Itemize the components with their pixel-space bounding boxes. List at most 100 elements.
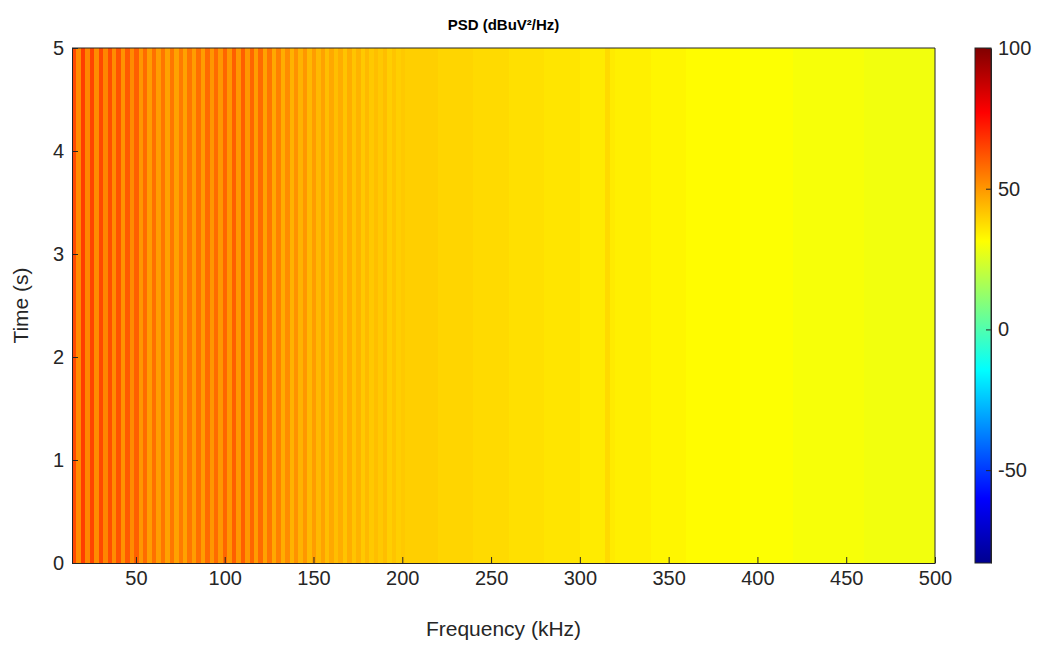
cell [456,48,474,563]
tick-label: 200 [386,567,419,589]
cell [686,48,704,563]
cell [276,48,281,563]
cell [312,48,317,563]
tick-label: 50 [998,178,1020,200]
tick: 100 [209,557,242,589]
cell [321,48,326,563]
chart: 50100150200250300350400450500012345PSD (… [0,0,1046,656]
cell [272,48,277,563]
tick-mark [986,329,991,330]
tick-mark [72,460,78,461]
cell [76,48,81,563]
cell [793,48,811,563]
cell [633,48,651,563]
tick-mark [580,557,581,563]
cell [598,48,606,563]
cell [347,48,352,563]
cell [352,48,357,563]
cell [369,48,374,563]
tick-label: 50 [125,567,147,589]
cell [99,48,104,563]
cell [396,48,401,563]
cell [361,48,366,563]
cell [90,48,95,563]
cell [740,48,758,563]
tick-mark [72,357,78,358]
y-axis-title: Time (s) [9,267,32,343]
cell [334,48,339,563]
tick-label: 3 [53,243,64,265]
cell [258,48,263,563]
cell [343,48,348,563]
tick: 450 [830,557,863,589]
cell [651,48,669,563]
tick: -50 [986,459,1027,481]
tick-label: 0 [53,552,64,574]
cell [161,48,166,563]
cell [85,48,90,563]
cell [223,48,228,563]
tick-mark [402,557,403,563]
cell [329,48,334,563]
tick-label: 1 [53,449,64,471]
frame [935,48,936,563]
cell [544,48,562,563]
cell [263,48,268,563]
cell [245,48,250,563]
cell [828,48,846,563]
cell [183,48,188,563]
tick: 150 [297,557,330,589]
cell [704,48,722,563]
cell [401,48,406,563]
tick-mark [986,189,991,190]
tick-label: 2 [53,346,64,368]
tick: 3 [53,243,78,265]
tick: 350 [652,557,685,589]
tick: 100 [986,37,1031,59]
tick-label: 450 [830,567,863,589]
x-axis: 50100150200250300350400450500 [73,557,953,589]
cell [179,48,184,563]
cell [192,48,197,563]
cell [165,48,170,563]
cell [156,48,161,563]
cell [392,48,397,563]
cell [438,48,456,563]
cell [103,48,108,563]
frame [72,48,935,49]
cell [899,48,917,563]
colorbar-axis: -50050100 [986,37,1031,564]
cell [201,48,206,563]
y-axis: 012345 [53,37,78,574]
cell [378,48,383,563]
axis-line [991,49,992,564]
cell [303,48,308,563]
cell [134,48,139,563]
tick: 400 [741,557,774,589]
tick: 2 [53,346,78,368]
cell [139,48,144,563]
tick-label: 150 [297,567,330,589]
tick-mark [757,557,758,563]
tick-mark [986,470,991,471]
cell [605,48,611,563]
tick-mark [846,557,847,563]
cell [254,48,259,563]
cell [285,48,290,563]
cell [130,48,135,563]
cell [121,48,126,563]
tick: 300 [564,557,597,589]
axis-line [72,49,73,564]
cell [218,48,223,563]
tick-mark [72,563,78,564]
x-axis-title: Frequency (kHz) [426,617,581,640]
cell [236,48,241,563]
cell [610,48,616,563]
tick-mark [491,557,492,563]
cell [882,48,900,563]
tick-label: 300 [564,567,597,589]
cell [811,48,829,563]
tick: 0 [53,552,78,574]
tick-label: 4 [53,140,64,162]
cell [94,48,99,563]
